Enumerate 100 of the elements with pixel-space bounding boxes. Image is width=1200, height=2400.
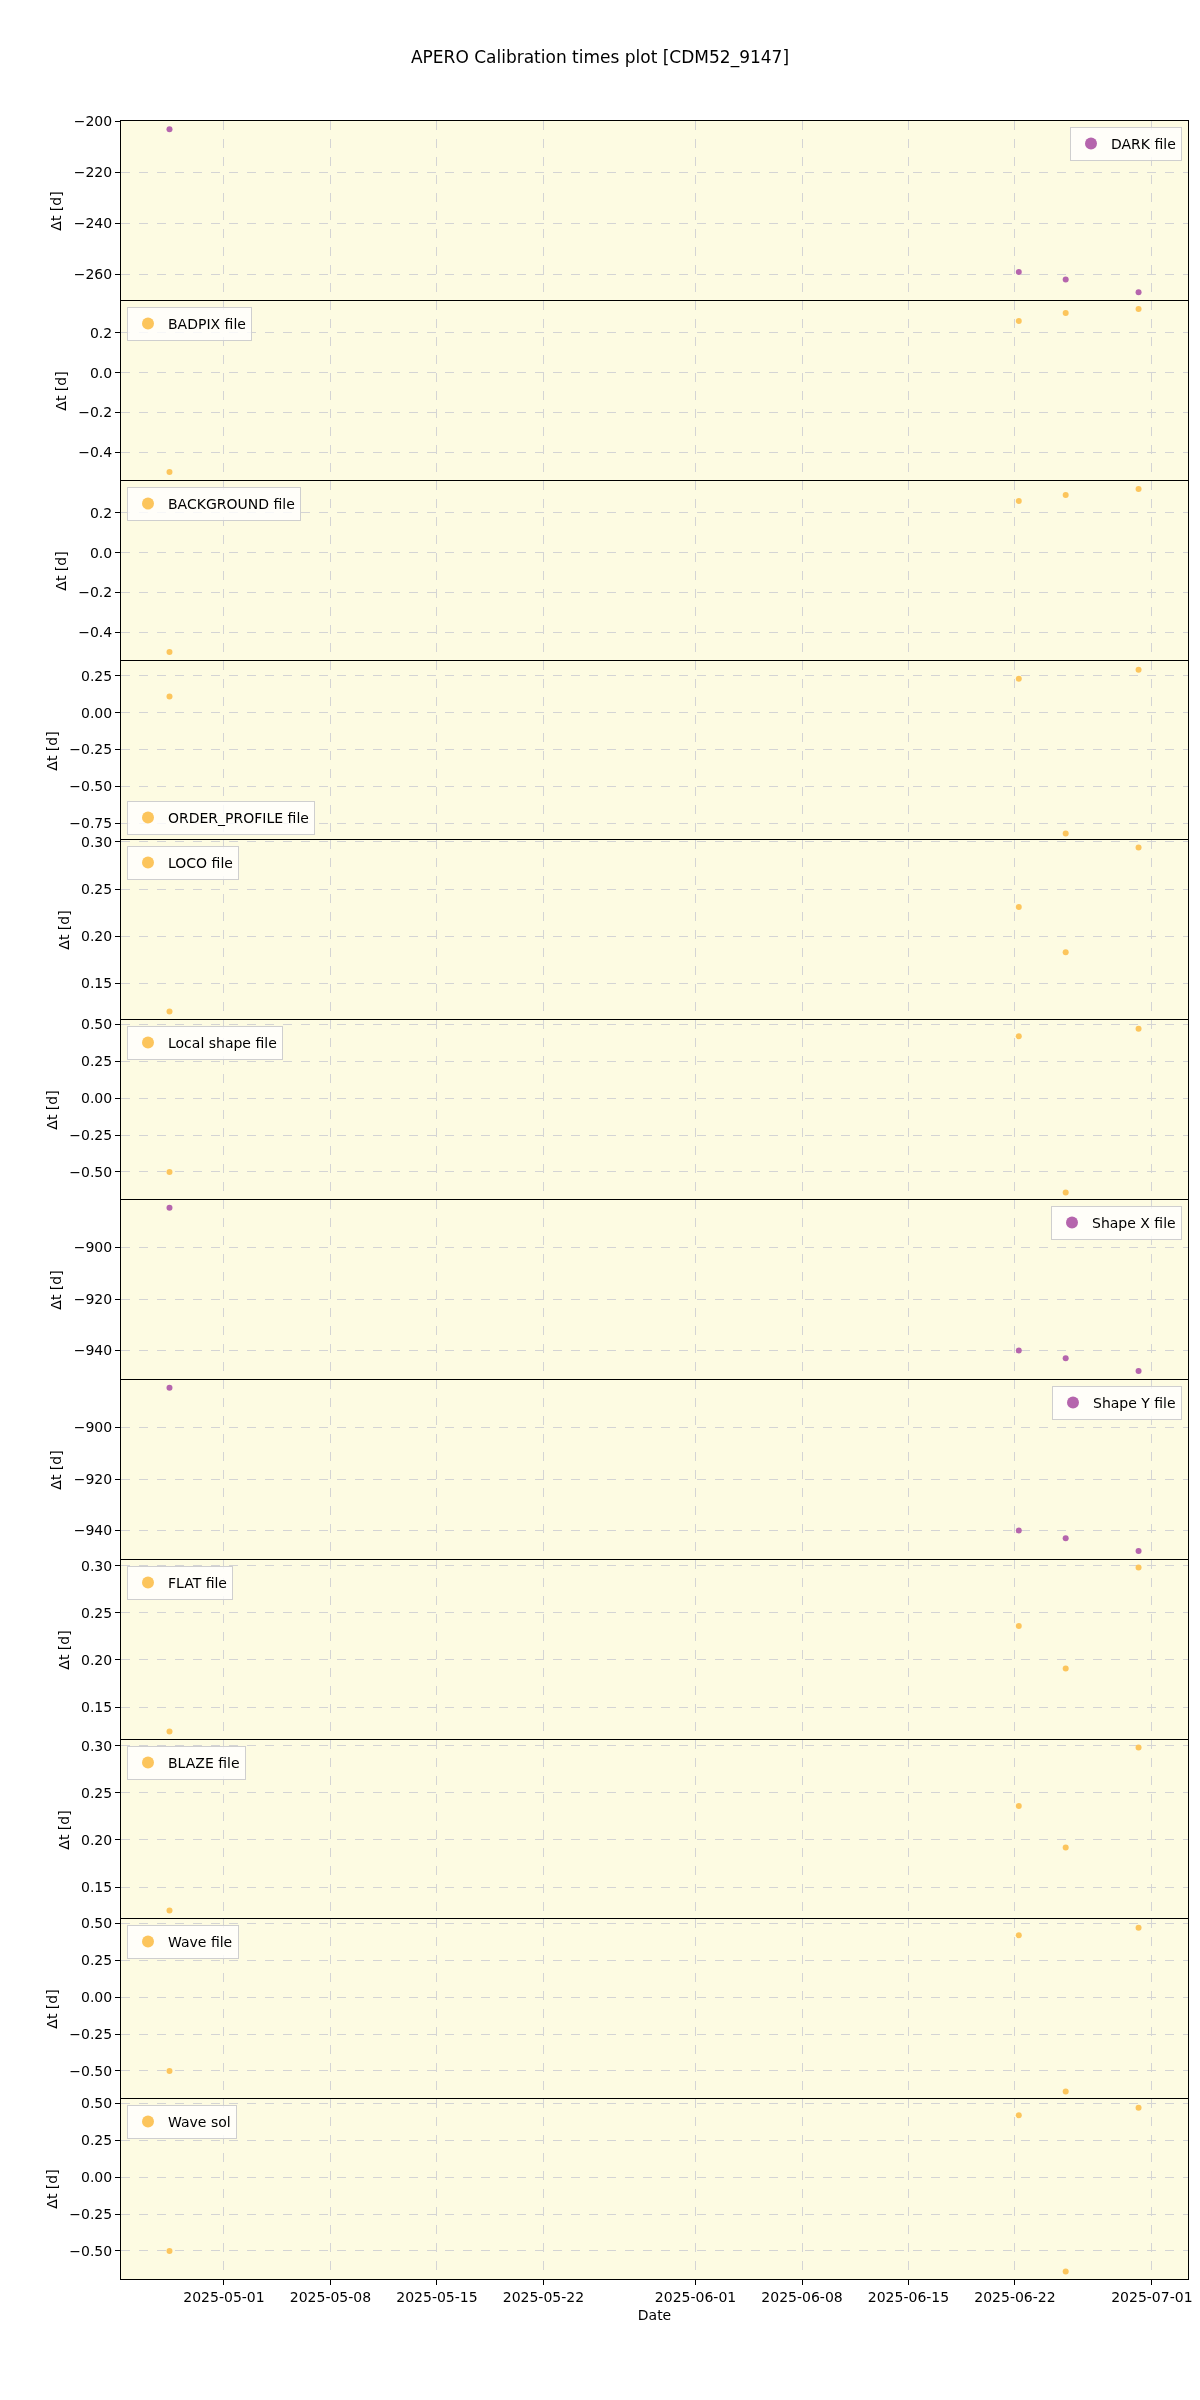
legend-label: Shape X file: [1092, 1215, 1176, 1232]
y-tick-label: 0.30: [81, 1737, 113, 1754]
y-tick-label: −0.50: [69, 777, 113, 794]
y-tick-label: 0.25: [81, 1053, 113, 1070]
y-tick-label: 0.30: [81, 834, 113, 851]
y-tick-label: −0.25: [69, 1127, 113, 1144]
y-tick-label: 0.2: [89, 324, 113, 341]
y-tick-label: 0.25: [81, 1784, 113, 1801]
point: [1062, 276, 1069, 283]
point: [1062, 1534, 1069, 1541]
y-tick-label: 0.00: [81, 1989, 113, 2006]
y-tick-label: 0.15: [81, 1878, 113, 1895]
point: [1062, 1665, 1069, 1672]
legend-label: Shape Y file: [1093, 1394, 1176, 1411]
y-tick-label: 0.2: [89, 504, 113, 521]
y-tick-label: 0.20: [81, 1831, 113, 1848]
y-tick-label: −200: [73, 113, 113, 130]
y-tick-label: −0.50: [69, 2063, 113, 2080]
y-axis-title: Δt [d]: [43, 1989, 60, 2029]
legend-label: DARK file: [1111, 136, 1176, 153]
x-tick-label: 2025-07-01: [1111, 2288, 1193, 2305]
x-tick-label: 2025-05-01: [183, 2288, 265, 2305]
y-tick-label: 0.20: [81, 928, 113, 945]
y-tick-label: −900: [73, 1239, 113, 1256]
point: [1135, 305, 1142, 312]
point: [1015, 268, 1022, 275]
point: [1062, 2088, 1069, 2095]
y-tick-label: 0.25: [81, 667, 113, 684]
point: [166, 1907, 173, 1914]
legend-label: BACKGROUND file: [168, 495, 295, 512]
y-tick-label: 0.0: [89, 364, 113, 381]
y-tick-label: 0.25: [81, 2132, 113, 2149]
point: [1135, 1744, 1142, 1751]
y-tick-label: −0.4: [78, 623, 113, 640]
x-tick-label: 2025-05-22: [502, 2288, 585, 2305]
point: [1015, 904, 1022, 911]
point: [1015, 1527, 1022, 1534]
y-tick-label: 0.50: [81, 1915, 113, 1932]
y-tick-label: −940: [73, 1522, 113, 1539]
point: [1015, 1932, 1022, 1939]
y-tick-label: 0.00: [81, 1090, 113, 1107]
point: [1062, 830, 1069, 837]
point: [1135, 485, 1142, 492]
y-axis-title: Δt [d]: [48, 191, 65, 231]
chart-title: APERO Calibration times plot [CDM52_9147]: [410, 46, 790, 68]
y-axis-title: Δt [d]: [55, 1809, 72, 1850]
y-tick-label: 0.00: [81, 2169, 113, 2186]
point: [166, 468, 173, 475]
y-tick-label: −940: [73, 1342, 113, 1359]
legend-label: Wave file: [168, 1934, 233, 1951]
x-tick-label: 2025-05-08: [289, 2288, 372, 2305]
point: [1135, 1368, 1142, 1374]
y-tick-label: −0.2: [78, 404, 113, 421]
point: [166, 1384, 173, 1391]
y-tick-label: 0.50: [81, 2095, 113, 2112]
y-tick-label: −260: [73, 266, 113, 283]
point: [166, 2248, 173, 2255]
x-tick-label: 2025-06-15: [867, 2288, 950, 2305]
point: [1135, 2105, 1142, 2111]
point: [166, 2068, 173, 2075]
y-tick-label: −0.4: [78, 443, 113, 460]
point: [1135, 1564, 1142, 1571]
y-axis-title: Δt [d]: [43, 2169, 60, 2209]
point: [1062, 1843, 1069, 1850]
point: [166, 648, 173, 655]
point: [166, 1204, 173, 1211]
point: [1135, 1925, 1142, 1932]
x-tick-label: 2025-06-08: [761, 2288, 843, 2305]
point: [166, 1169, 173, 1176]
point: [1135, 289, 1142, 296]
point: [1135, 1026, 1142, 1032]
x-axis-title: Date: [637, 2307, 672, 2324]
x-tick-label: 2025-06-01: [654, 2288, 737, 2305]
y-tick-label: −0.50: [69, 2243, 113, 2260]
point: [1135, 1547, 1142, 1554]
y-tick-label: 0.15: [81, 975, 113, 992]
legend-label: LOCO file: [168, 855, 233, 872]
point: [1062, 491, 1069, 498]
y-tick-label: 0.0: [89, 544, 113, 561]
y-tick-label: −0.50: [69, 1164, 113, 1181]
y-axis-title: Δt [d]: [48, 1270, 65, 1310]
point: [1015, 1802, 1022, 1809]
y-tick-label: 0.25: [81, 1604, 113, 1621]
y-tick-label: −920: [73, 1290, 113, 1307]
y-tick-label: −0.25: [69, 740, 113, 757]
point: [1135, 666, 1142, 673]
legend-label: Local shape file: [168, 1035, 277, 1052]
legend-label: BADPIX file: [168, 315, 246, 332]
y-axis-title: Δt [d]: [55, 1629, 72, 1670]
point: [1015, 497, 1022, 504]
y-tick-label: −0.2: [78, 583, 113, 600]
legend-label: ORDER_PROFILE file: [168, 809, 309, 826]
y-tick-label: −220: [73, 164, 113, 181]
y-axis-title: Δt [d]: [43, 1090, 60, 1130]
point: [166, 692, 173, 699]
y-tick-label: −920: [73, 1470, 113, 1487]
point: [1015, 1033, 1022, 1040]
y-tick-label: 0.25: [81, 881, 113, 898]
y-axis-title: Δt [d]: [43, 730, 60, 771]
y-tick-label: −900: [73, 1419, 113, 1436]
